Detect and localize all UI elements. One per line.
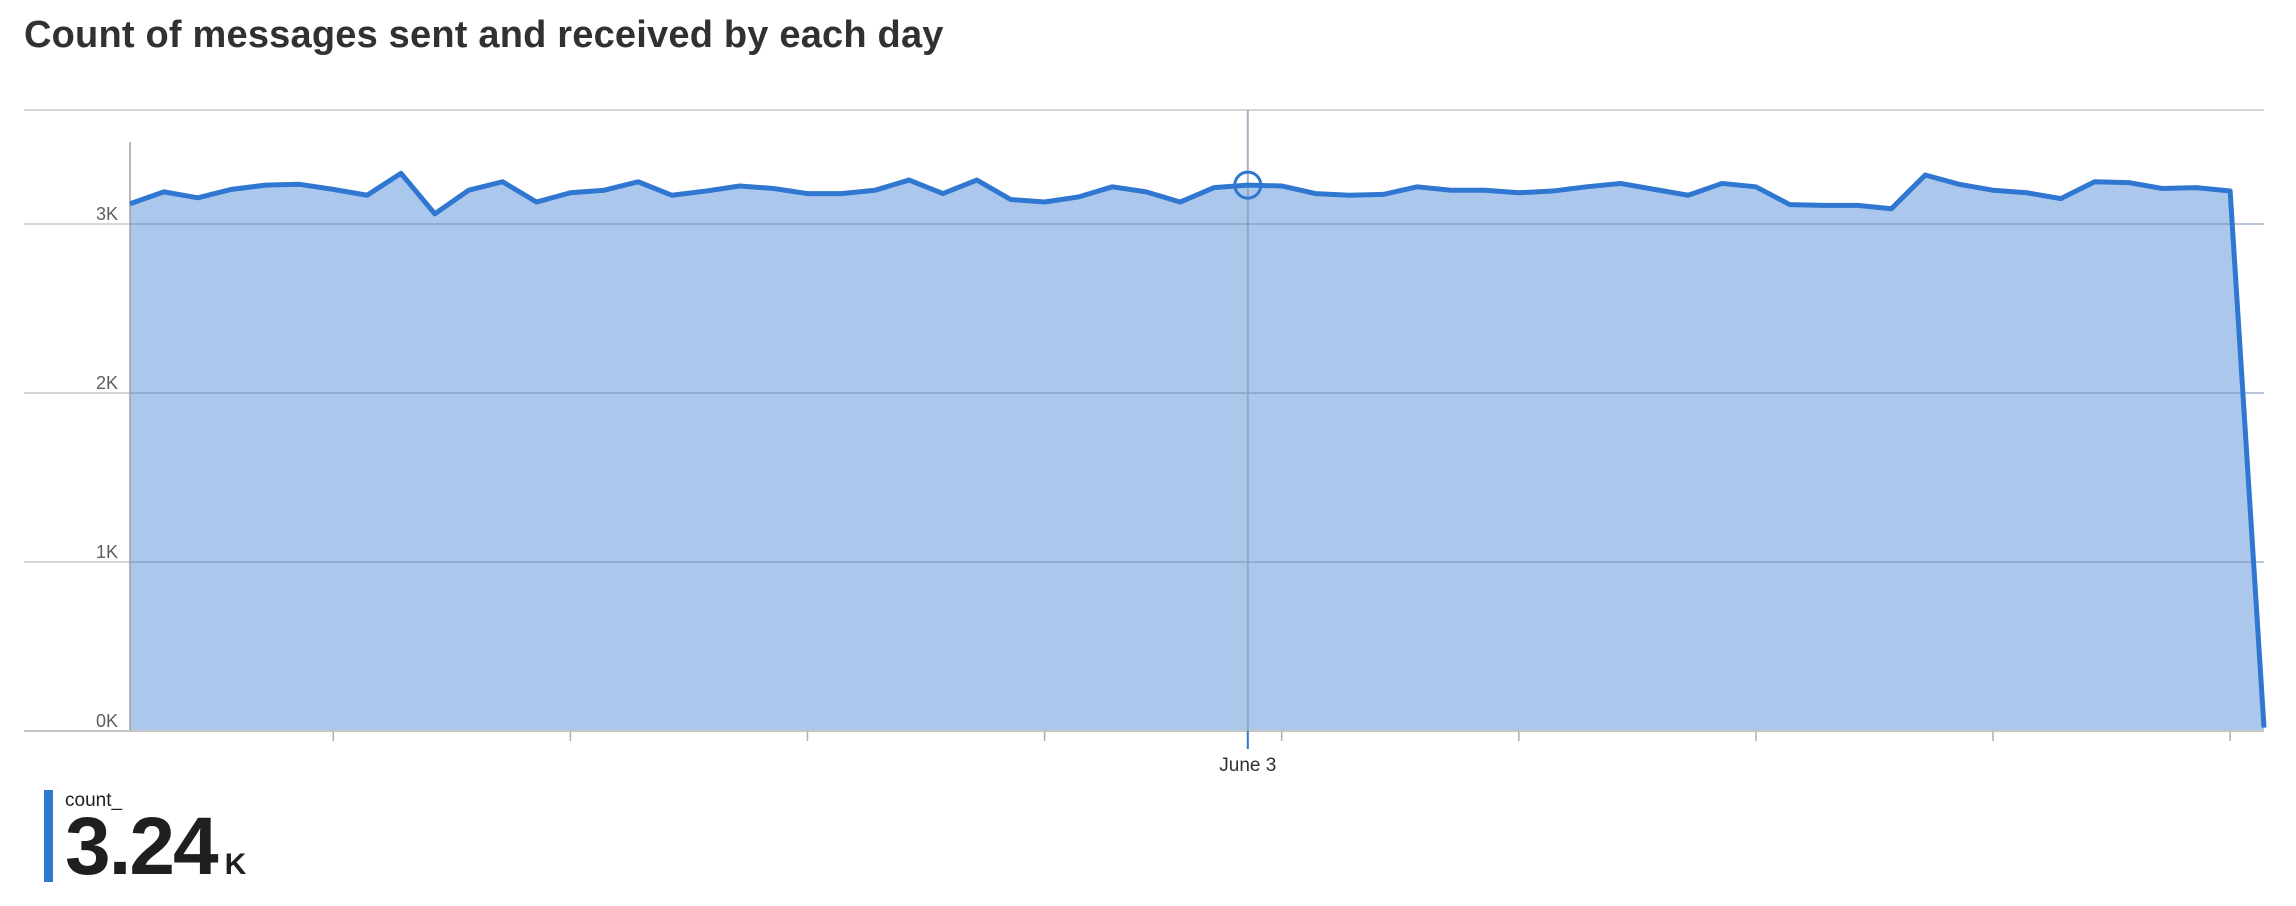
series-line-count[interactable] xyxy=(129,170,2267,728)
y-tick-label-3: 3K xyxy=(96,204,118,224)
series-area-fill xyxy=(130,173,2264,732)
y-tick-label-0: 0K xyxy=(96,711,118,731)
y-tick-label-2: 2K xyxy=(96,373,118,393)
legend-value-number: 3.24 xyxy=(65,801,219,892)
hover-point-marker[interactable] xyxy=(1233,170,1263,200)
legend-value-unit: K xyxy=(224,848,247,881)
chart-title: Count of messages sent and received by e… xyxy=(24,14,944,56)
x-tick-label-0: June 3 xyxy=(1219,755,1276,776)
legend-value: 3.24 K xyxy=(65,806,247,900)
area-chart[interactable]: 0K 1K 2K 3K June 3 xyxy=(0,0,2296,800)
legend[interactable]: count_ 3.24 K xyxy=(44,790,246,888)
y-tick-label-1: 1K xyxy=(96,542,118,562)
legend-series-name: count_ xyxy=(65,790,123,811)
